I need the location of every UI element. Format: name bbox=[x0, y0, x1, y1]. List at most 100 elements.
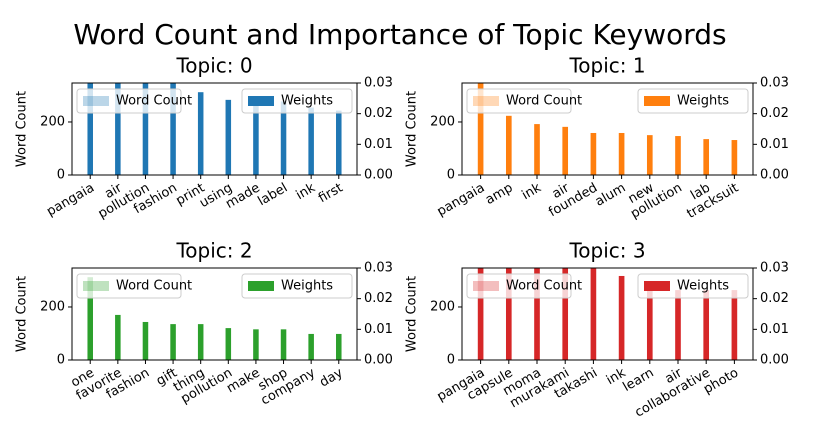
y-tick-label: 200 bbox=[40, 299, 65, 314]
y2-tick-label: 0.03 bbox=[760, 76, 789, 91]
y-tick-label: 0 bbox=[57, 353, 65, 368]
y2-tick-label: 0.03 bbox=[364, 261, 393, 276]
legend-box bbox=[637, 273, 749, 299]
bar bbox=[170, 83, 176, 175]
x-tick-label: amp bbox=[483, 181, 516, 208]
bar bbox=[197, 92, 204, 175]
subplot-title: Topic: 0 bbox=[175, 54, 252, 78]
bar bbox=[731, 290, 738, 360]
bar bbox=[308, 333, 314, 360]
y-axis-label: Word Count bbox=[15, 276, 30, 352]
y2-tick-label: 0.00 bbox=[760, 353, 789, 368]
legend-label: Weights bbox=[281, 94, 333, 109]
axes-frame bbox=[71, 82, 358, 176]
y-tick-label: 0 bbox=[447, 168, 455, 183]
legend-label: Word Count bbox=[116, 279, 192, 294]
bar bbox=[170, 324, 176, 360]
bar bbox=[336, 110, 342, 175]
axes-frame bbox=[461, 82, 754, 176]
legend-box bbox=[241, 88, 353, 114]
y2-tick-label: 0.03 bbox=[364, 76, 393, 91]
x-tick-label: day bbox=[317, 365, 345, 390]
y2-tick-label: 0.01 bbox=[364, 322, 393, 337]
y2-tick-label: 0.02 bbox=[364, 106, 393, 121]
subplot: Topic: 1 Word Count 0 200 0.00 0.01 0.02 0.03 pa… bbox=[405, 54, 789, 222]
bar bbox=[225, 328, 232, 360]
legend-swatch bbox=[248, 281, 274, 291]
bar bbox=[590, 132, 597, 175]
bar bbox=[675, 136, 681, 175]
subplot-title: Topic: 3 bbox=[568, 239, 645, 263]
legend-box bbox=[637, 88, 749, 114]
x-tick-label: pangaia bbox=[435, 181, 488, 220]
bar bbox=[590, 268, 597, 360]
x-tick-label: ink bbox=[519, 180, 544, 203]
x-tick-label: pangaia bbox=[44, 181, 97, 220]
bar bbox=[477, 268, 484, 360]
subplot-title: Topic: 2 bbox=[175, 239, 252, 263]
legend-swatch bbox=[248, 96, 274, 106]
legend-label: Word Count bbox=[506, 279, 582, 294]
bar bbox=[534, 268, 540, 360]
bar bbox=[505, 268, 512, 360]
bar bbox=[675, 290, 681, 360]
legend-label: Word Count bbox=[116, 94, 192, 109]
bar bbox=[477, 83, 484, 175]
y2-tick-label: 0.01 bbox=[364, 137, 393, 152]
bar bbox=[253, 102, 259, 175]
legend-swatch bbox=[644, 96, 670, 106]
figure-title: Word Count and Importance of Topic Keywo… bbox=[73, 18, 726, 51]
legend-label: Weights bbox=[677, 279, 729, 294]
bar bbox=[225, 99, 232, 175]
y-axis-label: Word Count bbox=[405, 91, 420, 167]
legend-label: Weights bbox=[281, 279, 333, 294]
bar bbox=[562, 268, 569, 360]
bar bbox=[646, 290, 653, 360]
bar bbox=[308, 107, 314, 175]
axes-frame bbox=[71, 267, 358, 361]
y2-tick-label: 0.02 bbox=[760, 291, 789, 306]
y-tick-label: 0 bbox=[447, 353, 455, 368]
bar bbox=[618, 275, 625, 360]
y2-tick-label: 0.01 bbox=[760, 322, 789, 337]
bar bbox=[142, 321, 149, 360]
bar bbox=[115, 83, 121, 175]
legend-label: Word Count bbox=[506, 94, 582, 109]
bar bbox=[87, 277, 93, 360]
x-tick-label: ink bbox=[294, 180, 319, 203]
axes-frame bbox=[461, 267, 754, 361]
legend-swatch bbox=[473, 281, 499, 291]
legend-label: Weights bbox=[677, 94, 729, 109]
y2-tick-label: 0.02 bbox=[364, 291, 393, 306]
bar bbox=[336, 333, 342, 360]
legend-box bbox=[241, 273, 353, 299]
legend-swatch bbox=[83, 96, 109, 106]
x-tick-label: alum bbox=[593, 181, 629, 210]
x-tick-label: label bbox=[256, 181, 291, 210]
y-tick-label: 200 bbox=[430, 299, 455, 314]
y-tick-label: 200 bbox=[430, 114, 455, 129]
legend-swatch bbox=[83, 281, 109, 291]
x-tick-label: learn bbox=[621, 366, 657, 395]
bar bbox=[505, 115, 512, 175]
legend-swatch bbox=[644, 281, 670, 291]
bar bbox=[534, 124, 540, 175]
y-tick-label: 0 bbox=[57, 168, 65, 183]
y2-tick-label: 0.03 bbox=[760, 261, 789, 276]
bar bbox=[280, 329, 287, 360]
bar bbox=[646, 135, 653, 175]
y2-tick-label: 0.02 bbox=[760, 106, 789, 121]
bar bbox=[703, 139, 710, 175]
y2-tick-label: 0.01 bbox=[760, 137, 789, 152]
bar bbox=[115, 314, 121, 360]
y-axis-label: Word Count bbox=[405, 276, 420, 352]
legend-swatch bbox=[473, 96, 499, 106]
legend-box bbox=[466, 88, 572, 114]
bar bbox=[253, 329, 259, 360]
y2-tick-label: 0.00 bbox=[364, 353, 393, 368]
bar bbox=[731, 140, 738, 175]
bar bbox=[703, 290, 710, 360]
y2-tick-label: 0.00 bbox=[760, 168, 789, 183]
